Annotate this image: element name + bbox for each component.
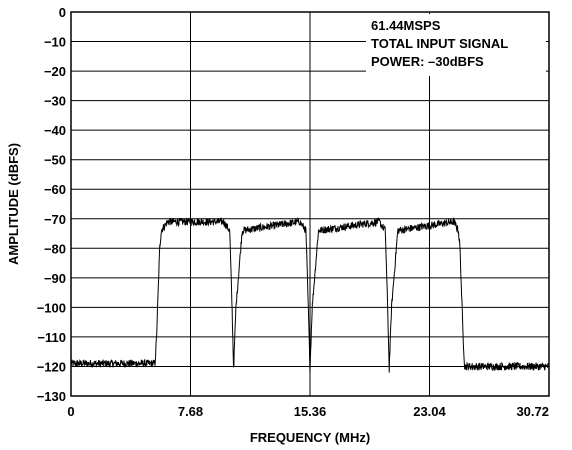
annotation-line-2: TOTAL INPUT SIGNAL: [371, 36, 508, 51]
y-tick-label: 0: [59, 5, 66, 20]
y-tick-label: −60: [44, 182, 66, 197]
y-tick-label: −90: [44, 271, 66, 286]
x-tick-labels: 0 7.68 15.36 23.04 30.72: [67, 404, 549, 419]
y-tick-labels: 0 −10 −20 −30 −40 −50 −60 −70 −80 −90 −100 −110 −120…: [37, 5, 66, 404]
x-tick-label: 23.04: [413, 404, 446, 419]
annotation-line-3: POWER: –30dBFS: [371, 54, 484, 69]
x-tick-label: 15.36: [294, 404, 327, 419]
y-tick-label: −130: [37, 389, 66, 404]
x-tick-label: 7.68: [178, 404, 203, 419]
y-tick-label: −70: [44, 212, 66, 227]
y-tick-label: −50: [44, 153, 66, 168]
y-tick-label: −20: [44, 64, 66, 79]
annotation-line-1: 61.44MSPS: [371, 18, 441, 33]
y-tick-label: −120: [37, 359, 66, 374]
y-axis-label: AMPLITUDE (dBFS): [6, 143, 21, 265]
y-tick-label: −80: [44, 241, 66, 256]
y-tick-label: −110: [37, 330, 66, 345]
x-tick-label: 0: [67, 404, 74, 419]
y-tick-label: −10: [44, 35, 66, 50]
y-tick-label: −100: [37, 300, 66, 315]
y-tick-label: −30: [44, 94, 66, 109]
x-tick-label: 30.72: [516, 404, 549, 419]
y-tick-label: −40: [44, 123, 66, 138]
x-axis-label: FREQUENCY (MHz): [250, 430, 370, 445]
